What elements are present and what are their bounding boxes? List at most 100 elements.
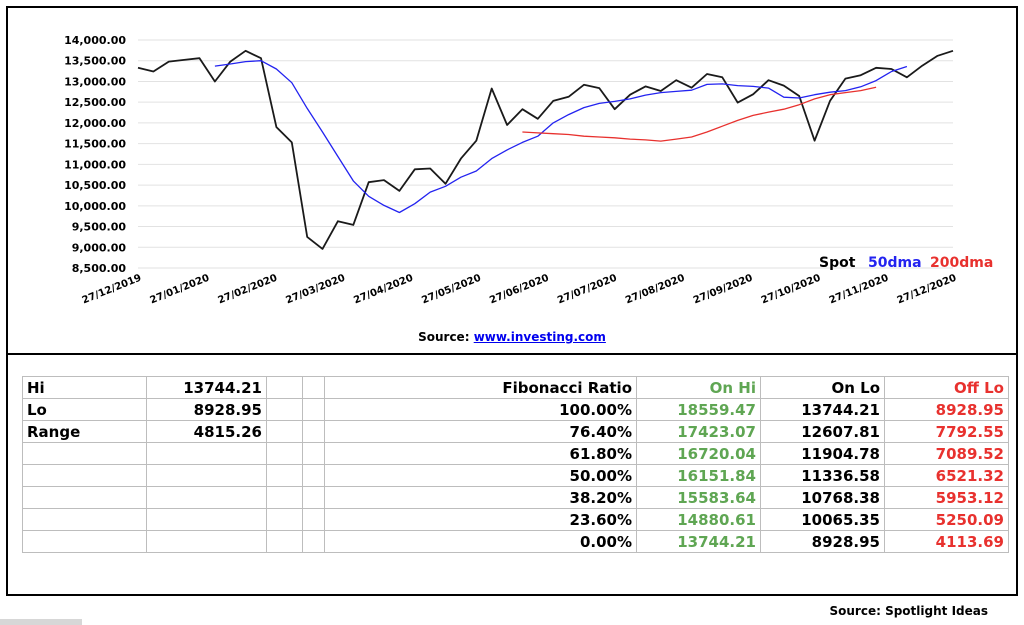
series-line-50dma: [214, 60, 908, 214]
table-row: 0.00% 13744.21 8928.95 4113.69: [22, 530, 1009, 553]
y-tick-label: 13,000.00: [64, 75, 126, 88]
empty-cell: [302, 508, 325, 531]
price-chart: 8,500.00 9,000.00 9,500.00 10,000.00 10,500.…: [64, 34, 993, 307]
ratio-cell: 50.00%: [324, 464, 637, 487]
summary-value: 13744.21: [146, 376, 267, 399]
table-row: Lo 8928.95 100.00% 18559.47 13744.21 8928.95: [22, 398, 1009, 421]
y-tick-label: 10,000.00: [64, 200, 126, 213]
off-lo-cell: 7089.52: [884, 442, 1009, 465]
footer-source: Source: Spotlight Ideas: [829, 604, 989, 618]
empty-cell: [302, 376, 325, 399]
summary-label: [22, 508, 147, 531]
table-row: 23.60% 14880.61 10065.35 5250.09: [22, 508, 1009, 531]
legend-dma200: 200dma: [930, 255, 993, 271]
y-tick-label: 8,500.00: [72, 262, 127, 275]
empty-cell: [266, 486, 303, 509]
x-tick-label: 27/11/2020: [828, 273, 891, 307]
on-lo-cell: 10768.38: [760, 486, 885, 509]
legend-spot: Spot: [819, 255, 856, 271]
summary-value: [146, 486, 267, 509]
table-row: 38.20% 15583.64 10768.38 5953.12: [22, 486, 1009, 509]
empty-cell: [302, 442, 325, 465]
summary-label: [22, 486, 147, 509]
on-hi-cell: 13744.21: [636, 530, 761, 553]
x-tick-label: 27/01/2020: [149, 273, 212, 307]
x-tick-label: 27/09/2020: [692, 273, 755, 307]
summary-label: Lo: [22, 398, 147, 421]
ratio-cell: 76.40%: [324, 420, 637, 443]
empty-cell: [266, 530, 303, 553]
on-hi-cell: 18559.47: [636, 398, 761, 421]
summary-label: [22, 530, 147, 553]
on-lo-cell: 12607.81: [760, 420, 885, 443]
empty-cell: [266, 442, 303, 465]
table-row: 50.00% 16151.84 11336.58 6521.32: [22, 464, 1009, 487]
summary-value: [146, 508, 267, 531]
on-lo-cell: 10065.35: [760, 508, 885, 531]
figure-frame: [6, 6, 1018, 596]
ratio-cell: 23.60%: [324, 508, 637, 531]
on-hi-cell: 16720.04: [636, 442, 761, 465]
y-tick-label: 11,500.00: [64, 138, 126, 151]
empty-cell: [302, 420, 325, 443]
y-tick-label: 9,000.00: [72, 241, 127, 254]
table-row: 61.80% 16720.04 11904.78 7089.52: [22, 442, 1009, 465]
y-tick-label: 9,500.00: [72, 221, 127, 234]
y-tick-label: 11,000.00: [64, 158, 126, 171]
legend-dma50: 50dma: [868, 255, 922, 271]
section-divider: [6, 353, 1018, 355]
ratio-cell: 100.00%: [324, 398, 637, 421]
off-lo-cell: 7792.55: [884, 420, 1009, 443]
chart-source: Source: www.investing.com: [0, 330, 1024, 344]
x-tick-label: 27/02/2020: [216, 273, 279, 307]
summary-label: [22, 442, 147, 465]
y-tick-label: 12,000.00: [64, 117, 126, 130]
ratio-cell: 0.00%: [324, 530, 637, 553]
on-hi-cell: 17423.07: [636, 420, 761, 443]
on-hi-cell: 14880.61: [636, 508, 761, 531]
series-line-spot: [137, 49, 954, 250]
empty-cell: [266, 420, 303, 443]
y-tick-label: 12,500.00: [64, 96, 126, 109]
header-off-lo: Off Lo: [884, 376, 1009, 399]
empty-cell: [266, 508, 303, 531]
summary-value: [146, 442, 267, 465]
x-tick-label: 27/05/2020: [420, 273, 483, 307]
empty-cell: [266, 398, 303, 421]
logo-mark: [0, 619, 82, 625]
header-ratio: Fibonacci Ratio: [324, 376, 637, 399]
y-tick-label: 13,500.00: [64, 55, 126, 68]
empty-cell: [302, 530, 325, 553]
x-tick-label: 27/10/2020: [760, 273, 823, 307]
header-on-hi: On Hi: [636, 376, 761, 399]
summary-value: 8928.95: [146, 398, 267, 421]
off-lo-cell: 5250.09: [884, 508, 1009, 531]
off-lo-cell: 4113.69: [884, 530, 1009, 553]
empty-cell: [302, 398, 325, 421]
summary-label: Hi: [22, 376, 147, 399]
empty-cell: [266, 376, 303, 399]
x-tick-label: 27/12/2020: [896, 273, 959, 307]
series-line-200dma: [522, 86, 877, 142]
x-tick-label: 27/12/2019: [81, 273, 144, 307]
ratio-cell: 61.80%: [324, 442, 637, 465]
empty-cell: [302, 464, 325, 487]
x-tick-label: 27/04/2020: [352, 273, 415, 307]
summary-label: Range: [22, 420, 147, 443]
off-lo-cell: 6521.32: [884, 464, 1009, 487]
x-tick-label: 27/06/2020: [488, 273, 551, 307]
x-tick-label: 27/07/2020: [556, 273, 619, 307]
summary-label: [22, 464, 147, 487]
y-tick-label: 14,000.00: [64, 34, 126, 47]
summary-value: 4815.26: [146, 420, 267, 443]
off-lo-cell: 5953.12: [884, 486, 1009, 509]
ratio-cell: 38.20%: [324, 486, 637, 509]
table-row: Range 4815.26 76.40% 17423.07 12607.81 7792.5…: [22, 420, 1009, 443]
on-lo-cell: 11336.58: [760, 464, 885, 487]
on-hi-cell: 16151.84: [636, 464, 761, 487]
fibonacci-table: Hi 13744.21 Fibonacci Ratio On Hi On Lo Off L…: [22, 376, 1009, 553]
on-lo-cell: 8928.95: [760, 530, 885, 553]
y-tick-label: 10,500.00: [64, 179, 126, 192]
chart-source-link[interactable]: www.investing.com: [473, 330, 606, 344]
x-tick-label: 27/08/2020: [624, 273, 687, 307]
